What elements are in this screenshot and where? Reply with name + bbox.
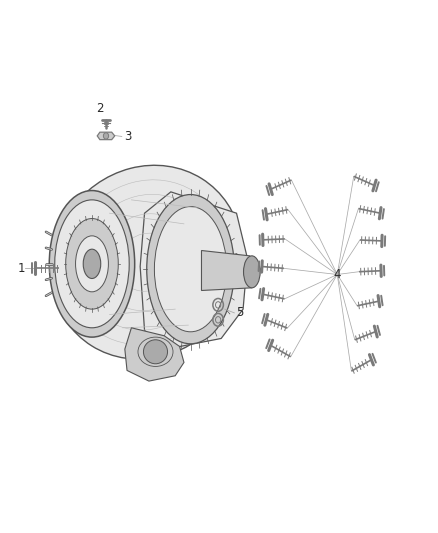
Ellipse shape bbox=[75, 236, 108, 292]
Polygon shape bbox=[201, 251, 261, 290]
Polygon shape bbox=[125, 328, 184, 381]
Text: 1: 1 bbox=[17, 262, 25, 274]
Ellipse shape bbox=[55, 200, 129, 328]
Ellipse shape bbox=[83, 249, 101, 278]
Polygon shape bbox=[140, 192, 247, 349]
Text: 2: 2 bbox=[96, 102, 104, 115]
Polygon shape bbox=[97, 132, 115, 140]
Text: 3: 3 bbox=[125, 130, 132, 143]
Ellipse shape bbox=[147, 195, 234, 344]
Ellipse shape bbox=[244, 256, 260, 288]
Ellipse shape bbox=[143, 340, 167, 364]
Ellipse shape bbox=[66, 219, 118, 309]
Circle shape bbox=[103, 133, 109, 139]
Ellipse shape bbox=[51, 165, 242, 359]
Text: 4: 4 bbox=[333, 268, 341, 281]
Text: 5: 5 bbox=[237, 306, 244, 319]
Ellipse shape bbox=[154, 207, 227, 332]
Ellipse shape bbox=[49, 190, 135, 337]
